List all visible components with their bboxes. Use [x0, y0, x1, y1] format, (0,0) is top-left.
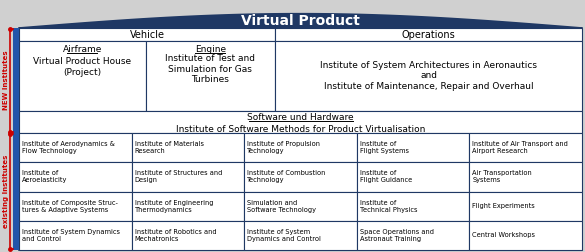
- Bar: [146, 41, 275, 111]
- Text: Institute of
Technical Physics: Institute of Technical Physics: [360, 200, 417, 213]
- Text: Simulation and
Software Technology: Simulation and Software Technology: [247, 200, 316, 213]
- Bar: [13, 28, 19, 250]
- Bar: [244, 133, 357, 162]
- Bar: [132, 221, 244, 250]
- Text: Virtual Product: Virtual Product: [241, 14, 360, 28]
- Text: Central Workshops: Central Workshops: [473, 232, 535, 238]
- Bar: [357, 162, 469, 192]
- Text: Institute of Materials
Research: Institute of Materials Research: [135, 141, 204, 154]
- Bar: [469, 192, 582, 221]
- Text: Institute of
Aeroelasticity: Institute of Aeroelasticity: [22, 170, 67, 183]
- Text: existing Institutes: existing Institutes: [3, 155, 9, 228]
- Text: Institute of Combustion
Technology: Institute of Combustion Technology: [247, 170, 326, 183]
- Bar: [19, 111, 582, 133]
- Bar: [132, 192, 244, 221]
- Text: Airframe: Airframe: [63, 46, 102, 54]
- Bar: [19, 133, 132, 162]
- Bar: [19, 192, 132, 221]
- Text: Institute of Propulsion
Technology: Institute of Propulsion Technology: [247, 141, 320, 154]
- Text: Institute of Engineering
Thermodynamics: Institute of Engineering Thermodynamics: [135, 200, 213, 213]
- Bar: [19, 221, 132, 250]
- Text: Institute of System Architectures in Aeronautics
and
Institute of Maintenance, R: Institute of System Architectures in Aer…: [320, 61, 537, 91]
- Text: Institute of Air Transport and
Airport Research: Institute of Air Transport and Airport R…: [473, 141, 568, 154]
- Text: Engine: Engine: [195, 46, 226, 54]
- Text: Flight Experiments: Flight Experiments: [473, 203, 535, 209]
- Bar: [469, 162, 582, 192]
- Text: Institute of Composite Struc-
tures & Adaptive Systems: Institute of Composite Struc- tures & Ad…: [22, 200, 118, 213]
- Bar: [19, 162, 132, 192]
- Bar: [244, 162, 357, 192]
- Bar: [357, 133, 469, 162]
- Text: Institute of Aerodynamics &
Flow Technology: Institute of Aerodynamics & Flow Technol…: [22, 141, 115, 154]
- Text: Vehicle: Vehicle: [130, 29, 164, 40]
- Bar: [19, 28, 275, 41]
- Text: Air Transportation
Systems: Air Transportation Systems: [473, 170, 532, 183]
- Text: Institute of System Dynamics
and Control: Institute of System Dynamics and Control: [22, 229, 120, 242]
- Bar: [357, 192, 469, 221]
- Text: NEW Institutes: NEW Institutes: [3, 51, 9, 110]
- Text: Institute of System
Dynamics and Control: Institute of System Dynamics and Control: [247, 229, 321, 242]
- Text: Institute of Robotics and
Mechatronics: Institute of Robotics and Mechatronics: [135, 229, 216, 242]
- Bar: [19, 133, 582, 250]
- Text: Institute of
Flight Guidance: Institute of Flight Guidance: [360, 170, 412, 183]
- Bar: [19, 41, 146, 111]
- Polygon shape: [19, 14, 582, 28]
- Bar: [275, 28, 582, 41]
- Text: Software und Hardware: Software und Hardware: [247, 113, 354, 122]
- Bar: [244, 192, 357, 221]
- Bar: [19, 28, 582, 133]
- Text: Institute of Test and
Simulation for Gas
Turbines: Institute of Test and Simulation for Gas…: [166, 54, 256, 84]
- Text: Space Operations and
Astronaut Training: Space Operations and Astronaut Training: [360, 229, 434, 242]
- Text: Institute of Structures and
Design: Institute of Structures and Design: [135, 170, 222, 183]
- Bar: [469, 221, 582, 250]
- Bar: [469, 133, 582, 162]
- Bar: [132, 133, 244, 162]
- Text: Institute of Software Methods for Product Virtualisation: Institute of Software Methods for Produc…: [176, 124, 425, 134]
- Text: Virtual Product House
(Project): Virtual Product House (Project): [33, 57, 132, 77]
- Text: Operations: Operations: [402, 29, 456, 40]
- Bar: [244, 221, 357, 250]
- Text: Institute of
Flight Systems: Institute of Flight Systems: [360, 141, 409, 154]
- Bar: [275, 41, 582, 111]
- Bar: [132, 162, 244, 192]
- Bar: [357, 221, 469, 250]
